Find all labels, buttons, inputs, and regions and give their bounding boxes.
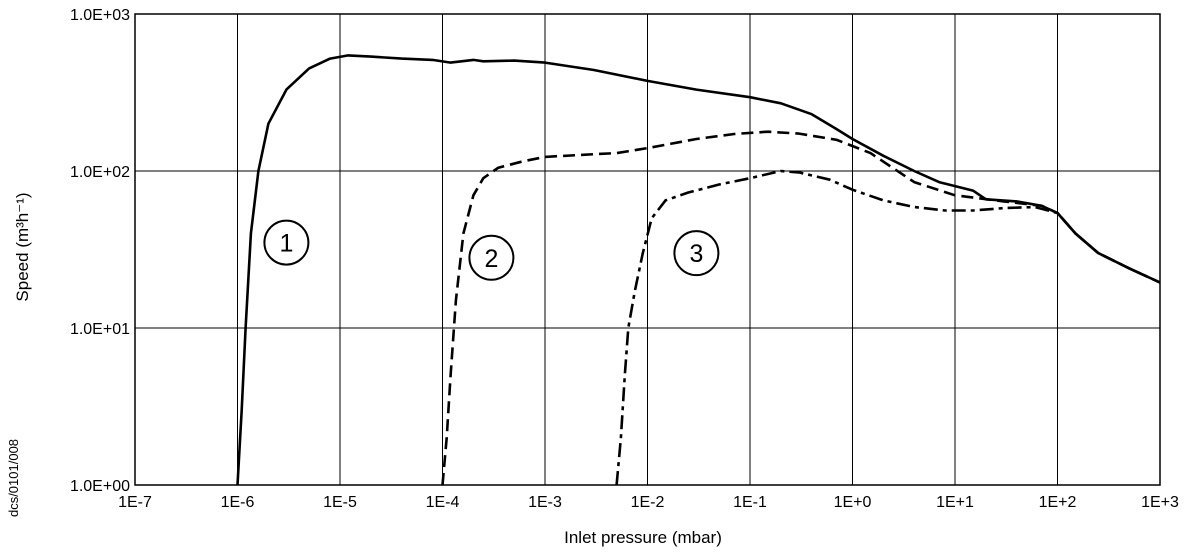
series-2-marker-label: 2 [484, 245, 498, 273]
series-1-line [236, 54, 1161, 486]
x-tick-label: 1E+3 [1141, 494, 1179, 511]
x-tick-label: 1E-6 [221, 494, 255, 511]
series-3-marker-label: 3 [689, 240, 703, 268]
curve-markers: 1 2 3 [263, 219, 720, 281]
x-axis-title: Inlet pressure (mbar) [564, 528, 722, 547]
x-tick-label: 1E+0 [834, 494, 872, 511]
y-tick-label: 1.0E+02 [70, 164, 130, 181]
tick-labels: 1E-7 1E-6 1E-5 1E-4 1E-3 1E-2 1E-1 1E+0 1E+1 1E+2… [70, 7, 1179, 511]
x-tick-label: 1E-7 [118, 494, 152, 511]
x-tick-label: 1E-1 [733, 494, 767, 511]
y-tick-label: 1.0E+01 [70, 321, 130, 338]
x-tick-label: 1E+1 [936, 494, 974, 511]
curves [236, 54, 1161, 486]
series-3-marker-circle [673, 230, 720, 277]
series-3-line [615, 169, 1161, 486]
reference-code: dcs/0101/008 [6, 439, 21, 517]
x-tick-label: 1E-2 [631, 494, 665, 511]
x-tick-label: 1E-5 [323, 494, 357, 511]
series-2-line [441, 130, 1161, 486]
x-tick-label: 1E-3 [528, 494, 562, 511]
plot-frame [134, 13, 1161, 486]
y-axis-title: Speed (m³h⁻¹) [13, 192, 32, 301]
series-2-marker-circle [468, 234, 515, 281]
x-tick-label: 1E+2 [1039, 494, 1077, 511]
y-tick-label: 1.0E+00 [70, 478, 130, 495]
x-tick-label: 1E-4 [426, 494, 460, 511]
series-1-marker-circle [263, 219, 310, 266]
series-1-marker-label: 1 [279, 230, 293, 258]
y-tick-label: 1.0E+03 [70, 7, 130, 24]
